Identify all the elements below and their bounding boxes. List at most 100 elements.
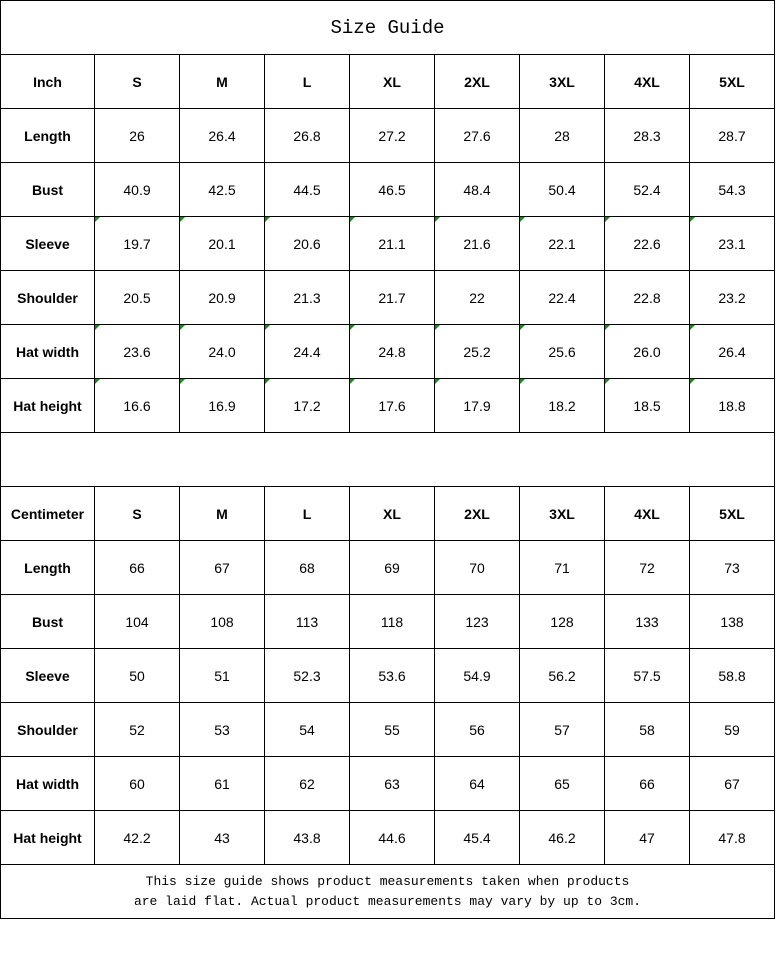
value-cell[interactable]: 21.7 [349, 270, 435, 325]
size-header-cell[interactable]: 5XL [689, 486, 775, 541]
value-cell[interactable]: 21.1 [349, 216, 435, 271]
value-cell[interactable]: 118 [349, 594, 435, 649]
value-cell[interactable]: 27.6 [434, 108, 520, 163]
value-cell[interactable]: 47 [604, 810, 690, 865]
measurement-label-cell[interactable]: Length [0, 540, 95, 595]
size-header-cell[interactable]: L [264, 54, 350, 109]
value-cell[interactable]: 52 [94, 702, 180, 757]
size-header-cell[interactable]: 3XL [519, 54, 605, 109]
value-cell[interactable]: 23.6 [94, 324, 180, 379]
value-cell[interactable]: 66 [604, 756, 690, 811]
value-cell[interactable]: 20.5 [94, 270, 180, 325]
value-cell[interactable]: 17.6 [349, 378, 435, 433]
value-cell[interactable]: 54.3 [689, 162, 775, 217]
value-cell[interactable]: 44.6 [349, 810, 435, 865]
value-cell[interactable]: 21.6 [434, 216, 520, 271]
value-cell[interactable]: 16.9 [179, 378, 265, 433]
value-cell[interactable]: 63 [349, 756, 435, 811]
size-header-cell[interactable]: M [179, 486, 265, 541]
value-cell[interactable]: 17.2 [264, 378, 350, 433]
measurement-label-cell[interactable]: Hat width [0, 324, 95, 379]
value-cell[interactable]: 62 [264, 756, 350, 811]
value-cell[interactable]: 67 [179, 540, 265, 595]
size-header-cell[interactable]: L [264, 486, 350, 541]
value-cell[interactable]: 50.4 [519, 162, 605, 217]
value-cell[interactable]: 54 [264, 702, 350, 757]
value-cell[interactable]: 58 [604, 702, 690, 757]
value-cell[interactable]: 26.0 [604, 324, 690, 379]
size-header-cell[interactable]: 2XL [434, 486, 520, 541]
value-cell[interactable]: 53 [179, 702, 265, 757]
value-cell[interactable]: 68 [264, 540, 350, 595]
value-cell[interactable]: 24.8 [349, 324, 435, 379]
value-cell[interactable]: 18.8 [689, 378, 775, 433]
value-cell[interactable]: 60 [94, 756, 180, 811]
value-cell[interactable]: 25.6 [519, 324, 605, 379]
value-cell[interactable]: 61 [179, 756, 265, 811]
size-header-cell[interactable]: S [94, 486, 180, 541]
value-cell[interactable]: 22 [434, 270, 520, 325]
value-cell[interactable]: 28.7 [689, 108, 775, 163]
value-cell[interactable]: 26.4 [179, 108, 265, 163]
value-cell[interactable]: 123 [434, 594, 520, 649]
value-cell[interactable]: 25.2 [434, 324, 520, 379]
value-cell[interactable]: 51 [179, 648, 265, 703]
value-cell[interactable]: 53.6 [349, 648, 435, 703]
value-cell[interactable]: 21.3 [264, 270, 350, 325]
value-cell[interactable]: 24.4 [264, 324, 350, 379]
value-cell[interactable]: 20.1 [179, 216, 265, 271]
value-cell[interactable]: 20.9 [179, 270, 265, 325]
value-cell[interactable]: 18.5 [604, 378, 690, 433]
value-cell[interactable]: 56 [434, 702, 520, 757]
value-cell[interactable]: 24.0 [179, 324, 265, 379]
value-cell[interactable]: 72 [604, 540, 690, 595]
measurement-label-cell[interactable]: Bust [0, 162, 95, 217]
measurement-label-cell[interactable]: Hat width [0, 756, 95, 811]
value-cell[interactable]: 50 [94, 648, 180, 703]
value-cell[interactable]: 71 [519, 540, 605, 595]
value-cell[interactable]: 20.6 [264, 216, 350, 271]
value-cell[interactable]: 19.7 [94, 216, 180, 271]
value-cell[interactable]: 26.4 [689, 324, 775, 379]
value-cell[interactable]: 44.5 [264, 162, 350, 217]
size-header-cell[interactable]: 4XL [604, 486, 690, 541]
value-cell[interactable]: 52.4 [604, 162, 690, 217]
value-cell[interactable]: 104 [94, 594, 180, 649]
value-cell[interactable]: 22.1 [519, 216, 605, 271]
value-cell[interactable]: 58.8 [689, 648, 775, 703]
unit-label-cell[interactable]: Inch [0, 54, 95, 109]
size-header-cell[interactable]: 3XL [519, 486, 605, 541]
measurement-label-cell[interactable]: Hat height [0, 378, 95, 433]
size-header-cell[interactable]: XL [349, 54, 435, 109]
value-cell[interactable]: 48.4 [434, 162, 520, 217]
value-cell[interactable]: 59 [689, 702, 775, 757]
value-cell[interactable]: 65 [519, 756, 605, 811]
value-cell[interactable]: 26.8 [264, 108, 350, 163]
size-header-cell[interactable]: S [94, 54, 180, 109]
value-cell[interactable]: 23.2 [689, 270, 775, 325]
measurement-label-cell[interactable]: Length [0, 108, 95, 163]
value-cell[interactable]: 113 [264, 594, 350, 649]
value-cell[interactable]: 23.1 [689, 216, 775, 271]
value-cell[interactable]: 28 [519, 108, 605, 163]
value-cell[interactable]: 133 [604, 594, 690, 649]
value-cell[interactable]: 138 [689, 594, 775, 649]
value-cell[interactable]: 17.9 [434, 378, 520, 433]
value-cell[interactable]: 18.2 [519, 378, 605, 433]
unit-label-cell[interactable]: Centimeter [0, 486, 95, 541]
value-cell[interactable]: 45.4 [434, 810, 520, 865]
value-cell[interactable]: 16.6 [94, 378, 180, 433]
size-header-cell[interactable]: 5XL [689, 54, 775, 109]
value-cell[interactable]: 46.2 [519, 810, 605, 865]
value-cell[interactable]: 22.4 [519, 270, 605, 325]
size-header-cell[interactable]: XL [349, 486, 435, 541]
value-cell[interactable]: 42.5 [179, 162, 265, 217]
spacer-cell[interactable] [0, 432, 775, 487]
value-cell[interactable]: 108 [179, 594, 265, 649]
value-cell[interactable]: 57 [519, 702, 605, 757]
measurement-label-cell[interactable]: Sleeve [0, 648, 95, 703]
value-cell[interactable]: 69 [349, 540, 435, 595]
size-header-cell[interactable]: M [179, 54, 265, 109]
value-cell[interactable]: 22.6 [604, 216, 690, 271]
value-cell[interactable]: 66 [94, 540, 180, 595]
